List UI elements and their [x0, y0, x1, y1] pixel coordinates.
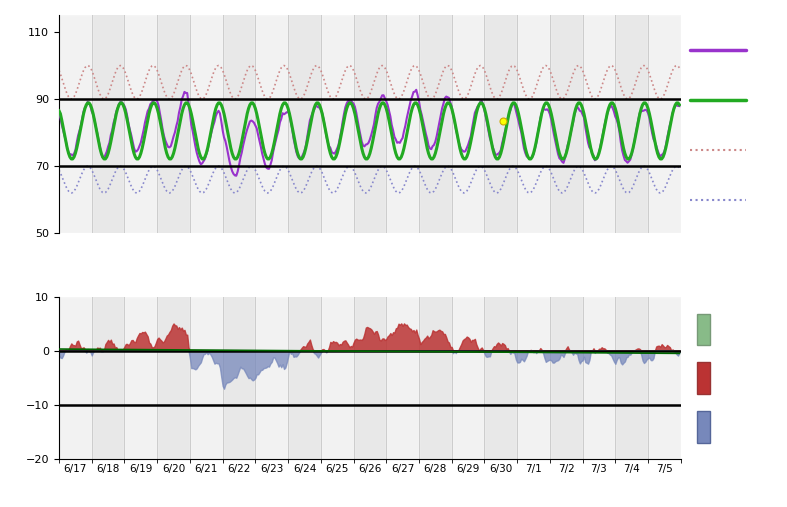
- Bar: [452, 297, 485, 459]
- Bar: [190, 297, 223, 459]
- FancyBboxPatch shape: [697, 314, 710, 345]
- Bar: [255, 297, 288, 459]
- Bar: [255, 15, 288, 233]
- Bar: [648, 15, 681, 233]
- Bar: [321, 297, 353, 459]
- FancyBboxPatch shape: [697, 363, 710, 394]
- Bar: [124, 297, 157, 459]
- Bar: [582, 297, 615, 459]
- Bar: [386, 15, 419, 233]
- Bar: [648, 297, 681, 459]
- FancyBboxPatch shape: [697, 411, 710, 443]
- Bar: [321, 15, 353, 233]
- Bar: [59, 15, 92, 233]
- Bar: [452, 15, 485, 233]
- Bar: [59, 297, 92, 459]
- Bar: [517, 15, 550, 233]
- Bar: [582, 15, 615, 233]
- Bar: [124, 15, 157, 233]
- Bar: [386, 297, 419, 459]
- Bar: [517, 297, 550, 459]
- Bar: [190, 15, 223, 233]
